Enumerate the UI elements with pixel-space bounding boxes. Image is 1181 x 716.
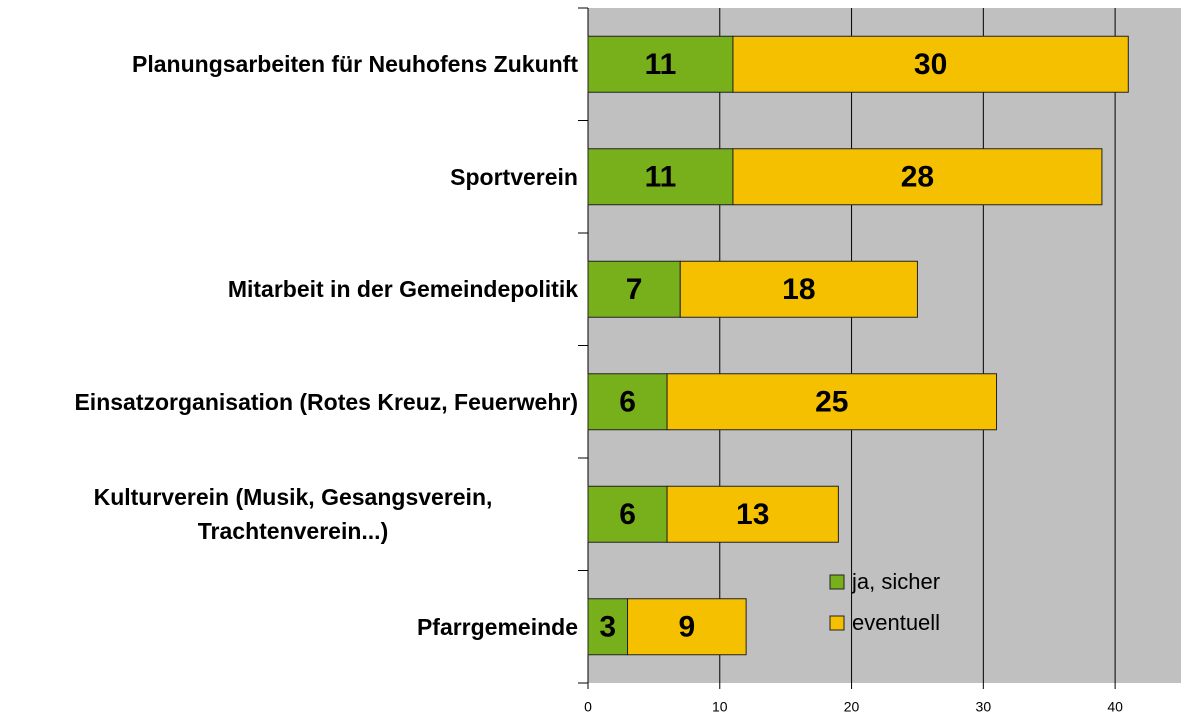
legend-label: eventuell (852, 610, 940, 635)
y-tick-label: Mitarbeit in der Gemeindepolitik (227, 276, 578, 303)
bar-segment (732, 148, 1103, 206)
y-tick-label: Einsatzorganisation (Rotes Kreuz, Feuerw… (74, 388, 578, 415)
bar-segment (587, 148, 734, 206)
legend-label: ja, sicher (851, 569, 940, 594)
data-label: 25 (815, 386, 848, 419)
x-tick-label: 20 (844, 699, 860, 715)
plot-area (588, 8, 1181, 683)
data-label: 28 (901, 161, 934, 194)
bar-segment (679, 260, 918, 318)
data-label: 6 (619, 386, 636, 419)
bar-segment (627, 598, 747, 656)
data-label: 18 (782, 273, 815, 306)
bar-segment (666, 373, 998, 431)
x-tick-label: 0 (584, 699, 592, 715)
legend-swatch (829, 574, 845, 590)
y-tick-label: Kulturverein (Musik, Gesangsverein, Trac… (93, 484, 493, 545)
x-tick-label: 30 (976, 699, 992, 715)
x-tick-label: 40 (1107, 699, 1123, 715)
data-label: 3 (599, 611, 616, 644)
bar-segment (587, 598, 629, 656)
data-label: 13 (736, 498, 769, 531)
bar-segment (587, 35, 734, 93)
bar-segment (587, 485, 668, 543)
bar-segment (732, 35, 1129, 93)
legend-swatch (829, 615, 845, 631)
data-label: 11 (645, 161, 677, 194)
data-label: 6 (619, 498, 636, 531)
data-label: 30 (914, 48, 947, 81)
data-label: 11 (645, 48, 677, 81)
bar-segment (666, 485, 839, 543)
data-label: 7 (626, 273, 643, 306)
y-tick-label: Planungsarbeiten für Neuhofens Zukunft (132, 51, 578, 78)
data-label: 9 (678, 611, 695, 644)
x-tick-label: 10 (712, 699, 728, 715)
y-tick-label: Pfarrgemeinde (416, 613, 578, 640)
y-tick-label: Sportverein (450, 163, 578, 190)
